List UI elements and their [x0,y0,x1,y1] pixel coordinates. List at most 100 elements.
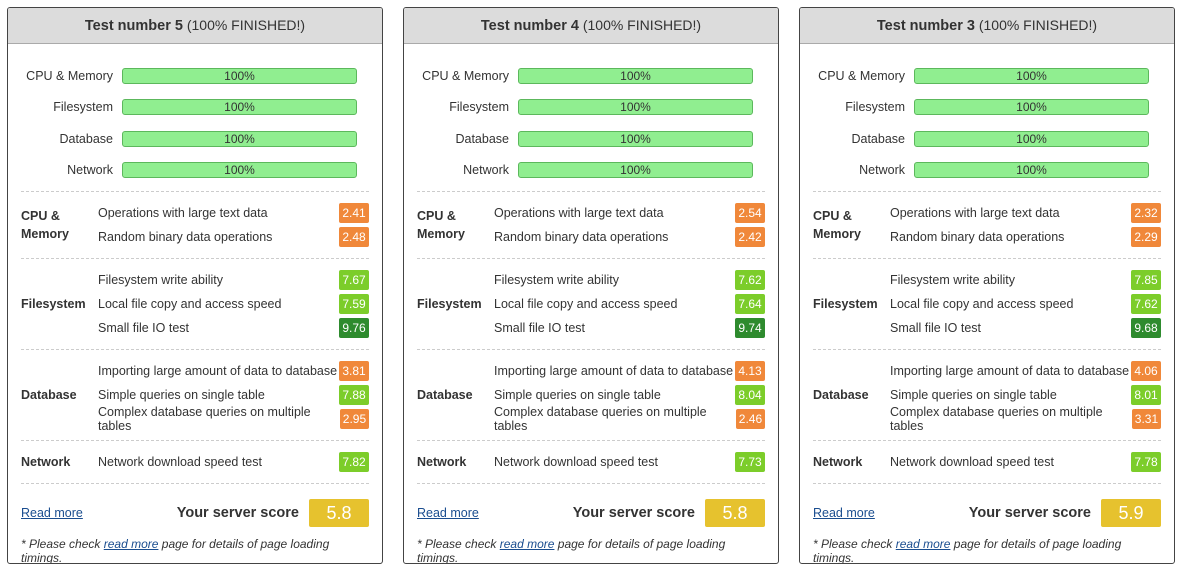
test-score: 8.01 [1131,385,1161,405]
panel-header: Test number 4 (100% FINISHED!) [404,8,778,44]
test-row: Small file IO test 9.76 [98,316,369,340]
test-group: Network Network download speed test 7.73 [417,440,765,484]
score-label: Your server score [176,505,299,521]
test-group: Database Importing large amount of data t… [21,349,369,440]
progress-row: CPU & Memory 100% [404,60,778,92]
panel-header: Test number 5 (100% FINISHED!) [8,8,382,44]
group-name: Filesystem [417,297,482,311]
test-label: Complex database queries on multiple tab… [98,405,311,433]
progress-bar: 100% [518,162,753,179]
group-tests: Importing large amount of data to databa… [98,359,369,433]
test-group: Filesystem Filesystem write ability 7.67 Lo… [21,258,369,349]
test-label: Random binary data operations [494,230,669,244]
test-label: Network download speed test [98,455,262,469]
progress-label: Filesystem [53,100,113,115]
read-more-link[interactable]: Read more [813,506,875,520]
test-label: Random binary data operations [890,230,1065,244]
test-label: Small file IO test [890,321,981,335]
test-label: Small file IO test [494,321,585,335]
test-score: 7.88 [339,385,369,405]
test-panel: Test number 4 (100% FINISHED!) CPU & Memo… [403,7,779,564]
test-score: 2.54 [735,203,765,223]
server-score: 5.8 [309,499,369,527]
test-group: Network Network download speed test 7.82 [21,440,369,484]
progress-bar: 100% [122,99,357,116]
test-label: Small file IO test [98,321,189,335]
test-row: Simple queries on single table 7.88 [98,383,369,407]
test-score: 7.59 [339,294,369,314]
test-label: Random binary data operations [98,230,273,244]
test-score: 2.29 [1131,227,1161,247]
test-row: Importing large amount of data to databa… [890,359,1161,383]
test-panel: Test number 5 (100% FINISHED!) CPU & Memo… [7,7,383,564]
progress-label: CPU & Memory [818,68,905,83]
progress-bar: 100% [518,130,753,147]
test-row: Complex database queries on multiple tab… [494,405,765,433]
group-name: Database [21,388,77,402]
group-name: Network [813,455,863,469]
progress-list: CPU & Memory 100% Filesystem 100% Database 10… [404,44,778,191]
note-link[interactable]: read more [103,537,159,551]
progress-bar: 100% [914,99,1149,116]
footnote: * Please check read more page for detail… [21,537,369,563]
test-score: 7.64 [735,294,765,314]
panel-status: (100% FINISHED!) [186,17,306,33]
group-name: Network [417,455,467,469]
test-score: 4.13 [735,361,765,381]
test-label: Operations with large text data [890,206,1060,220]
test-score: 9.74 [735,318,765,338]
progress-row: Database 100% [8,123,382,155]
progress-row: Filesystem 100% [8,92,382,124]
note-link[interactable]: read more [895,537,951,551]
test-label: Importing large amount of data to databa… [98,364,338,378]
read-more-link[interactable]: Read more [21,506,83,520]
progress-label: Database [851,131,905,146]
group-tests: Importing large amount of data to databa… [494,359,765,433]
test-label: Complex database queries on multiple tab… [494,405,707,433]
test-row: Importing large amount of data to databa… [98,359,369,383]
progress-row: Filesystem 100% [800,92,1174,124]
test-group: Network Network download speed test 7.78 [813,440,1161,484]
progress-row: Database 100% [404,123,778,155]
progress-bar: 100% [914,130,1149,147]
progress-row: Filesystem 100% [404,92,778,124]
group-name: Filesystem [813,297,878,311]
test-score: 7.62 [1131,294,1161,314]
group-tests: Filesystem write ability 7.62 Local file c… [494,268,765,340]
progress-bar: 100% [518,99,753,116]
group-name: CPU & Memory [21,209,69,241]
note-prefix: * Please check [417,537,497,551]
server-score: 5.8 [705,499,765,527]
test-score: 2.41 [339,203,369,223]
panel-title: Test number 4 [480,18,579,34]
panel-footer: Read more Your server score 5.8 [21,498,369,528]
progress-list: CPU & Memory 100% Filesystem 100% Database 10… [800,44,1174,191]
test-row: Simple queries on single table 8.01 [890,383,1161,407]
test-score: 9.68 [1131,318,1161,338]
note-link[interactable]: read more [499,537,555,551]
progress-bar: 100% [122,67,357,84]
progress-row: Network 100% [404,155,778,187]
test-group: CPU & Memory Operations with large text d… [21,191,369,258]
progress-label: Database [455,131,509,146]
test-row: Complex database queries on multiple tab… [98,405,369,433]
test-row: Filesystem write ability 7.85 [890,268,1161,292]
test-row: Filesystem write ability 7.62 [494,268,765,292]
test-label: Filesystem write ability [890,273,1016,287]
test-label: Local file copy and access speed [494,297,678,311]
panel-header: Test number 3 (100% FINISHED!) [800,8,1174,44]
test-label: Local file copy and access speed [98,297,282,311]
progress-bar: 100% [122,162,357,179]
group-tests: Importing large amount of data to databa… [890,359,1161,433]
test-row: Operations with large text data 2.54 [494,201,765,225]
test-label: Importing large amount of data to databa… [890,364,1130,378]
test-score: 3.31 [1131,409,1161,429]
progress-label: Network [463,163,509,178]
group-name: Network [21,455,71,469]
test-label: Operations with large text data [98,206,268,220]
read-more-link[interactable]: Read more [417,506,479,520]
test-row: Local file copy and access speed 7.62 [890,292,1161,316]
score-label: Your server score [572,505,695,521]
test-row: Importing large amount of data to databa… [494,359,765,383]
server-score: 5.9 [1101,499,1161,527]
